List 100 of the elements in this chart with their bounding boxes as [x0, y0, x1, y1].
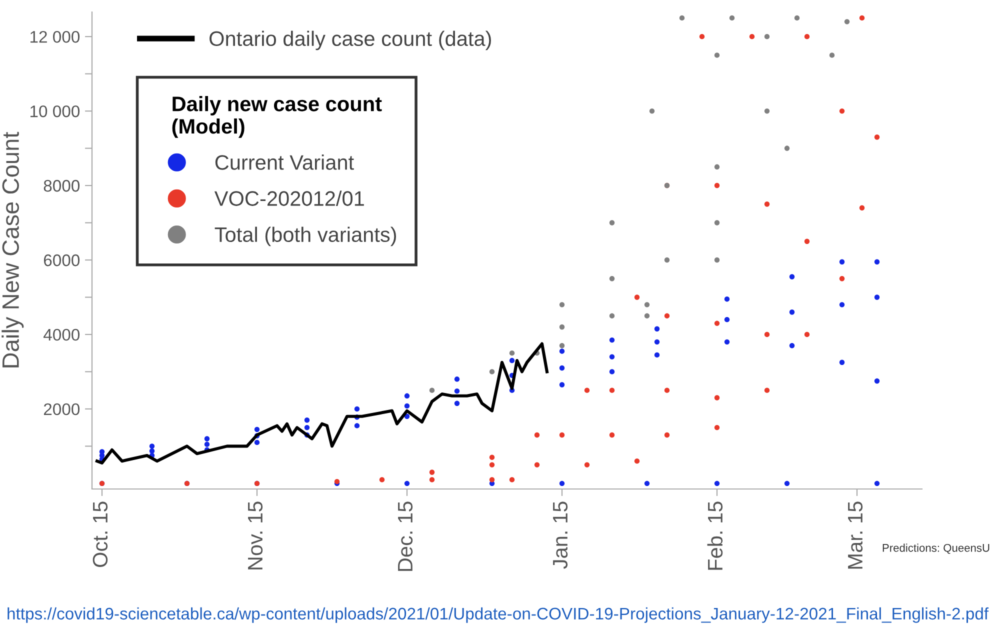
x-tick-label: Jan. 15	[553, 502, 568, 569]
point	[714, 395, 720, 400]
point	[789, 343, 795, 348]
x-tick-label: Oct. 15	[92, 502, 108, 567]
point	[764, 34, 770, 40]
point	[489, 462, 495, 468]
point	[714, 257, 720, 263]
point	[354, 406, 360, 412]
point	[609, 337, 615, 343]
point	[789, 310, 795, 315]
y-tick-label: 6000	[44, 254, 80, 266]
point	[429, 477, 435, 482]
point	[714, 220, 720, 226]
point	[559, 432, 565, 438]
point	[149, 448, 155, 454]
point	[784, 480, 790, 486]
point	[829, 52, 835, 58]
point	[404, 403, 410, 409]
point	[874, 378, 880, 384]
point	[404, 480, 410, 486]
point	[874, 480, 880, 486]
point	[859, 205, 865, 210]
point	[714, 424, 720, 430]
point	[584, 462, 590, 468]
y-tick-label: 10 000	[30, 105, 80, 118]
point	[429, 470, 435, 475]
point	[404, 414, 410, 419]
point	[664, 257, 670, 263]
y-tick-label: 12 000	[30, 30, 80, 43]
point	[804, 238, 810, 244]
point	[764, 332, 770, 338]
point	[724, 296, 730, 302]
point	[489, 477, 495, 482]
point	[534, 432, 540, 438]
point	[204, 442, 210, 447]
point	[654, 326, 660, 332]
text: Predictions: QueensU	[882, 544, 990, 554]
point	[729, 15, 735, 21]
point	[509, 358, 515, 364]
point	[874, 134, 880, 140]
point	[844, 19, 850, 24]
point	[304, 424, 310, 430]
point	[489, 369, 495, 374]
point	[609, 432, 615, 438]
legend-label: Total (both variants)	[214, 226, 396, 246]
legend-title: Daily new case count (Model)	[172, 96, 382, 138]
point	[304, 418, 310, 423]
point	[664, 432, 670, 438]
point	[454, 388, 460, 394]
x-tick-label: Mar. 15	[848, 502, 863, 569]
point	[609, 388, 615, 393]
point	[634, 294, 640, 300]
point	[559, 348, 565, 354]
point	[839, 360, 845, 365]
x-tick-label: Nov. 15	[248, 502, 263, 570]
legend-label: Current Variant	[215, 154, 354, 170]
point	[509, 477, 515, 482]
point	[764, 388, 770, 393]
line-series	[95, 342, 549, 464]
point	[559, 343, 565, 348]
point	[764, 202, 770, 207]
point	[794, 15, 800, 21]
point	[429, 388, 435, 393]
point	[679, 15, 685, 21]
point	[724, 316, 730, 322]
point	[839, 302, 845, 308]
point	[839, 259, 845, 264]
point	[839, 276, 845, 282]
point	[534, 462, 540, 468]
point	[764, 108, 770, 114]
point	[489, 454, 495, 460]
point	[254, 426, 260, 432]
point	[584, 388, 590, 393]
point	[559, 382, 565, 388]
y-tick-label: 8000	[44, 180, 80, 192]
point	[609, 369, 615, 374]
point	[509, 350, 515, 356]
point	[874, 259, 880, 264]
point	[204, 436, 210, 442]
point	[714, 480, 720, 486]
legend-label: Ontario daily case count (data)	[210, 30, 491, 50]
point	[609, 220, 615, 226]
point	[99, 449, 105, 454]
x-tick-label: Feb. 15	[707, 502, 723, 570]
point	[714, 320, 720, 326]
point	[749, 34, 755, 40]
point	[634, 458, 640, 464]
point	[649, 108, 655, 114]
point	[379, 477, 385, 482]
point	[714, 52, 720, 58]
point	[404, 393, 410, 399]
point	[559, 324, 565, 330]
point	[454, 376, 460, 382]
point	[714, 164, 720, 170]
point	[644, 302, 650, 308]
point	[609, 276, 615, 282]
point	[804, 332, 810, 338]
point	[664, 313, 670, 318]
point	[559, 480, 565, 486]
point	[784, 146, 790, 151]
